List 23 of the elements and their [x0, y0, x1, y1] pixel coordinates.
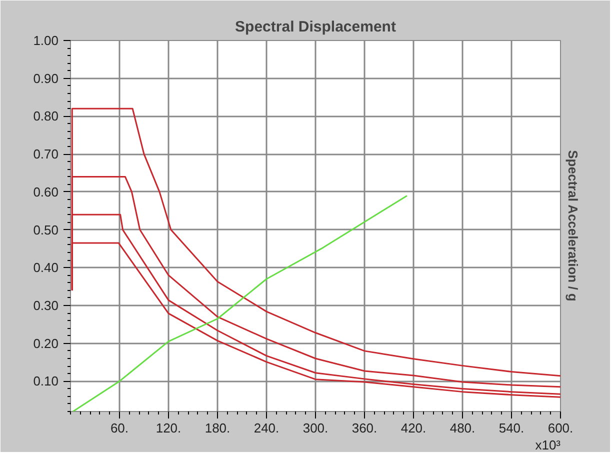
x-tick-label: 180. — [204, 420, 230, 436]
y-tick-label: 0.70 — [33, 146, 59, 162]
y-axis-title: Spectral Acceleration / g — [566, 150, 580, 302]
x-tick-label: 60. — [110, 420, 129, 436]
x-tick-label: 360. — [352, 420, 378, 436]
y-tick-label: 1.00 — [33, 33, 59, 48]
y-tick-label: 0.40 — [33, 260, 59, 276]
y-tick-label: 0.30 — [33, 298, 59, 313]
x-tick-label: 600. — [548, 420, 574, 436]
y-tick-label: 0.80 — [33, 108, 59, 124]
x-tick-label: 480. — [450, 420, 476, 436]
x-tick-label: 300. — [302, 420, 328, 436]
x-tick-label: 240. — [254, 420, 280, 436]
x-tick-label: 540. — [498, 420, 524, 436]
chart-title: Spectral Displacement — [235, 18, 396, 36]
y-tick-label: 0.10 — [33, 374, 59, 389]
y-tick-label: 0.20 — [33, 336, 59, 351]
y-tick-label: 0.90 — [33, 70, 59, 86]
y-tick-label: 0.50 — [33, 222, 59, 238]
x-tick-label: 420. — [400, 420, 426, 436]
y-tick-label: 0.60 — [33, 184, 59, 200]
text: x10³ — [535, 438, 562, 452]
x-tick-label: 120. — [156, 420, 182, 436]
